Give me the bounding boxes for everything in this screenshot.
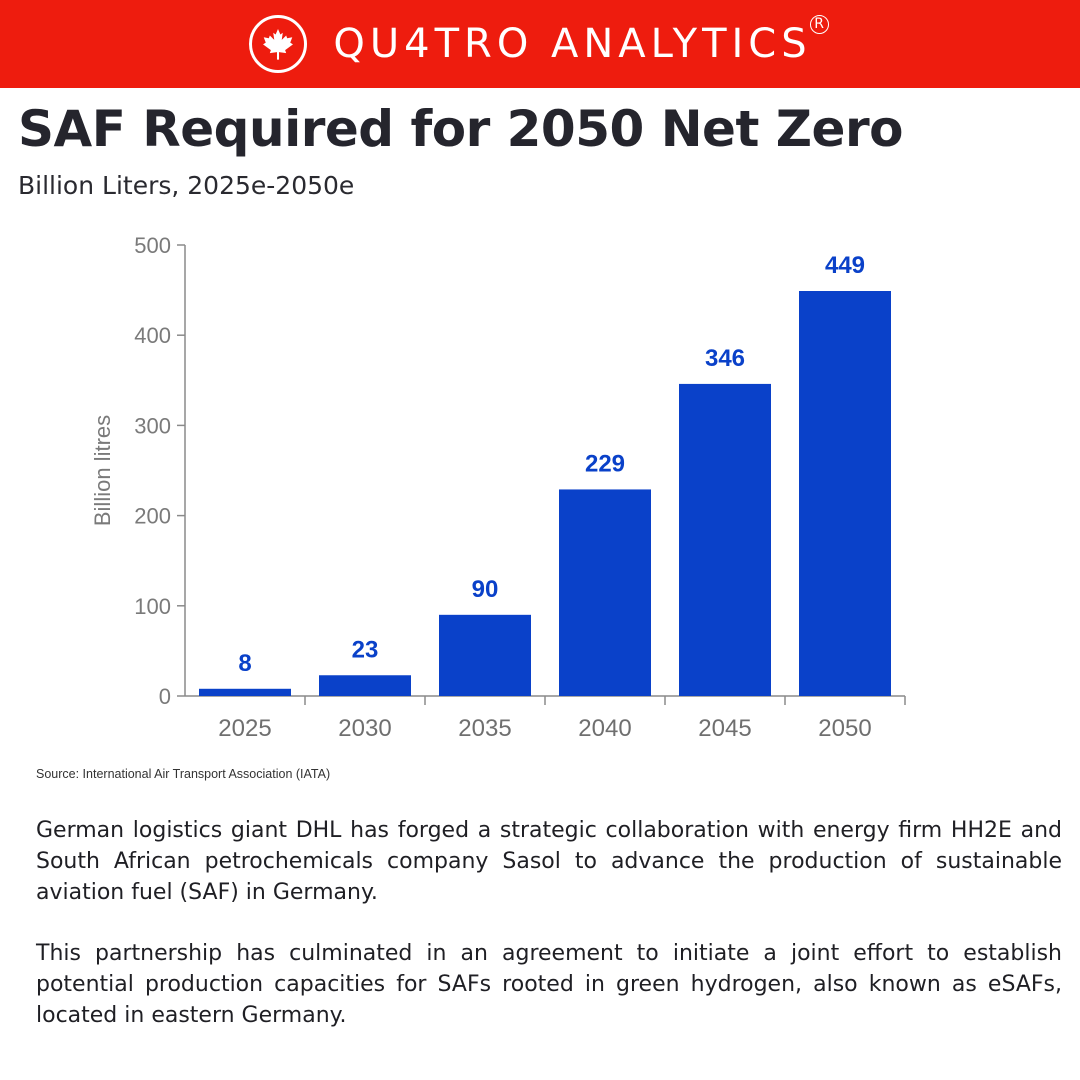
y-tick-label: 300 xyxy=(134,413,171,438)
data-label-2025: 8 xyxy=(238,650,251,677)
y-tick-label: 500 xyxy=(134,233,171,258)
x-tick-label-2035: 2035 xyxy=(458,715,511,742)
page-title: SAF Required for 2050 Net Zero xyxy=(18,100,903,158)
data-label-2040: 229 xyxy=(585,450,625,477)
y-axis-title: Billion litres xyxy=(90,415,115,526)
data-label-2045: 346 xyxy=(705,345,745,372)
article-paragraph-2: This partnership has culminated in an ag… xyxy=(36,941,1062,1028)
y-tick-label: 200 xyxy=(134,504,171,529)
bar-2030 xyxy=(319,675,411,696)
bar-chart: 0 100 200 300 400 500 Billion litres 2025 8 2030 2… xyxy=(90,233,906,742)
bar-2050 xyxy=(799,291,891,696)
bar-2040 xyxy=(559,489,651,696)
x-tick-label-2045: 2045 xyxy=(698,715,751,742)
y-tick-label: 100 xyxy=(134,594,171,619)
registered-mark: R xyxy=(809,14,829,34)
y-tick-label: 0 xyxy=(159,684,171,709)
bar-2035 xyxy=(439,614,531,696)
source-note: Source: International Air Transport Asso… xyxy=(36,767,331,781)
article-paragraph-1: German logistics giant DHL has forged a … xyxy=(36,818,1062,905)
y-tick-label: 400 xyxy=(134,323,171,348)
data-label-2035: 90 xyxy=(472,576,499,603)
x-tick-label-2025: 2025 xyxy=(218,715,271,742)
x-tick-label-2040: 2040 xyxy=(578,715,631,742)
data-label-2050: 449 xyxy=(825,252,865,279)
brand-banner: QU4TRO ANALYTICS R xyxy=(0,0,1080,88)
data-label-2030: 23 xyxy=(352,636,379,663)
bar-2025 xyxy=(199,688,291,696)
x-tick-label-2050: 2050 xyxy=(818,715,871,742)
x-tick-label-2030: 2030 xyxy=(338,715,391,742)
brand-name: QU4TRO ANALYTICS xyxy=(333,21,812,67)
bar-2045 xyxy=(679,383,771,696)
maple-leaf-icon xyxy=(249,15,308,73)
page-subtitle: Billion Liters, 2025e-2050e xyxy=(18,171,355,200)
